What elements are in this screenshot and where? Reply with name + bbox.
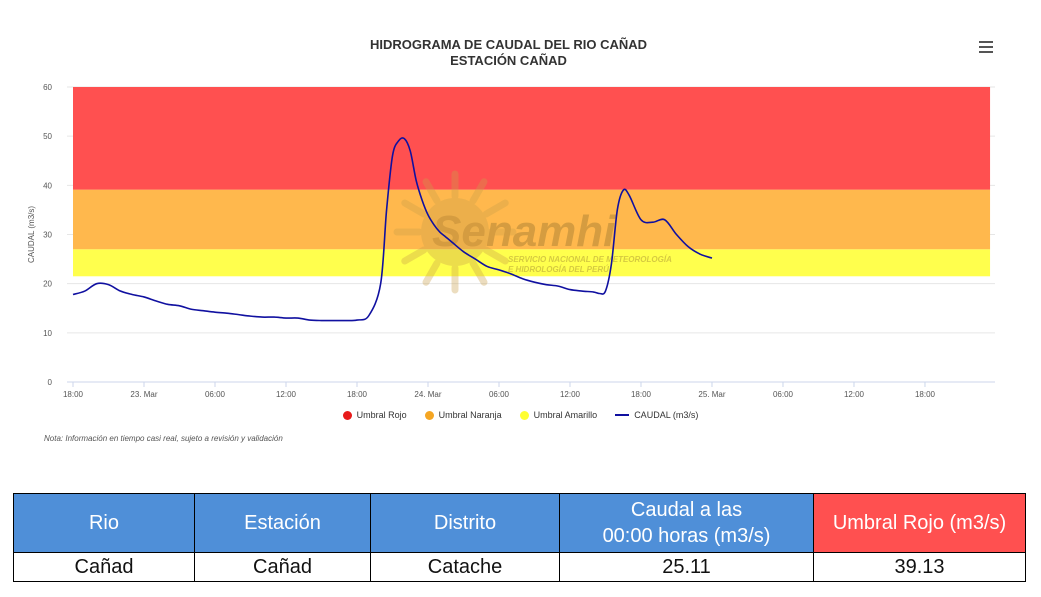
x-tick-label: 24. Mar [414,390,441,399]
x-tick-label: 18:00 [631,390,652,399]
cell-caudal: 25.11 [559,552,814,582]
legend-line-swatch [615,414,630,416]
cell-umbral-rojo: 39.13 [813,552,1026,582]
threshold-band [73,249,991,277]
x-tick-label: 12:00 [844,390,865,399]
x-tick-label: 18:00 [63,390,84,399]
watermark-sun-ray [401,199,428,218]
legend-item[interactable]: CAUDAL (m3/s) [615,410,698,420]
chart-note: Nota: Información en tiempo casi real, s… [44,434,283,443]
y-tick-label: 40 [43,181,52,190]
header-caudal: Caudal a las 00:00 horas (m3/s) [559,493,814,553]
legend-item[interactable]: Umbral Rojo [342,410,407,420]
table-header-row: Rio Estación Distrito Caudal a las 00:00 … [13,493,1026,553]
x-tick-label: 06:00 [489,390,510,399]
hydrograph-chart: HIDROGRAMA DE CAUDAL DEL RIO CAÑAD ESTAC… [0,37,1041,443]
watermark-sun-ray [482,199,509,218]
header-distrito: Distrito [370,493,560,553]
y-tick-label: 50 [43,132,52,141]
y-tick-label: 60 [43,83,52,92]
cell-estacion: Cañad [194,552,371,582]
station-table: Rio Estación Distrito Caudal a las 00:00 … [13,493,1026,582]
legend-label: CAUDAL (m3/s) [634,410,699,420]
legend-label: Umbral Amarillo [533,410,598,420]
cell-distrito: Catache [370,552,560,582]
cell-rio: Cañad [13,552,195,582]
watermark-sun-ray [401,246,428,265]
watermark-text: Senamhi [432,207,616,256]
chart-legend: Umbral Rojo Umbral Naranja Umbral Amarillo… [0,410,1041,420]
legend-dot-swatch [519,410,529,420]
watermark-sun-ray [422,178,441,205]
x-tick-label: 23. Mar [130,390,157,399]
legend-dot-swatch [424,410,434,420]
x-tick-label: 18:00 [915,390,936,399]
hamburger-menu-icon[interactable] [979,41,993,53]
watermark-sun-ray [482,246,509,265]
table-row: Cañad Cañad Catache 25.11 39.13 [13,552,1026,582]
legend-label: Umbral Naranja [438,410,502,420]
y-tick-label: 20 [43,280,52,289]
threshold-band [73,87,991,190]
watermark-sun-ray [469,178,488,205]
x-tick-label: 06:00 [205,390,226,399]
legend-item[interactable]: Umbral Amarillo [519,410,598,420]
watermark-subtext: SERVICIO NACIONAL DE METEOROLOGÍA [508,255,672,264]
header-rio: Rio [13,493,195,553]
legend-label: Umbral Rojo [356,410,407,420]
header-umbral-rojo: Umbral Rojo (m3/s) [813,493,1026,553]
watermark-sun-ray [422,259,441,286]
header-estacion: Estación [194,493,371,553]
x-tick-label: 18:00 [347,390,368,399]
x-tick-label: 25. Mar [698,390,725,399]
threshold-band [73,189,991,250]
legend-dot-swatch [342,410,352,420]
watermark-subtext: E HIDROLOGÍA DEL PERÚ [508,265,609,274]
chart-title: HIDROGRAMA DE CAUDAL DEL RIO CAÑAD [369,37,648,52]
x-tick-label: 12:00 [560,390,581,399]
y-axis-label: CAUDAL (m3/s) [27,206,36,263]
x-tick-label: 06:00 [773,390,794,399]
y-tick-label: 0 [48,378,53,387]
legend-item[interactable]: Umbral Naranja [424,410,502,420]
x-tick-label: 12:00 [276,390,297,399]
y-tick-label: 30 [43,231,52,240]
chart-subtitle: ESTACIÓN CAÑAD [450,53,567,68]
y-tick-label: 10 [43,329,52,338]
watermark-sun-ray [469,259,488,286]
watermark-sun-shape [421,198,489,266]
caudal-series-line [72,137,713,322]
